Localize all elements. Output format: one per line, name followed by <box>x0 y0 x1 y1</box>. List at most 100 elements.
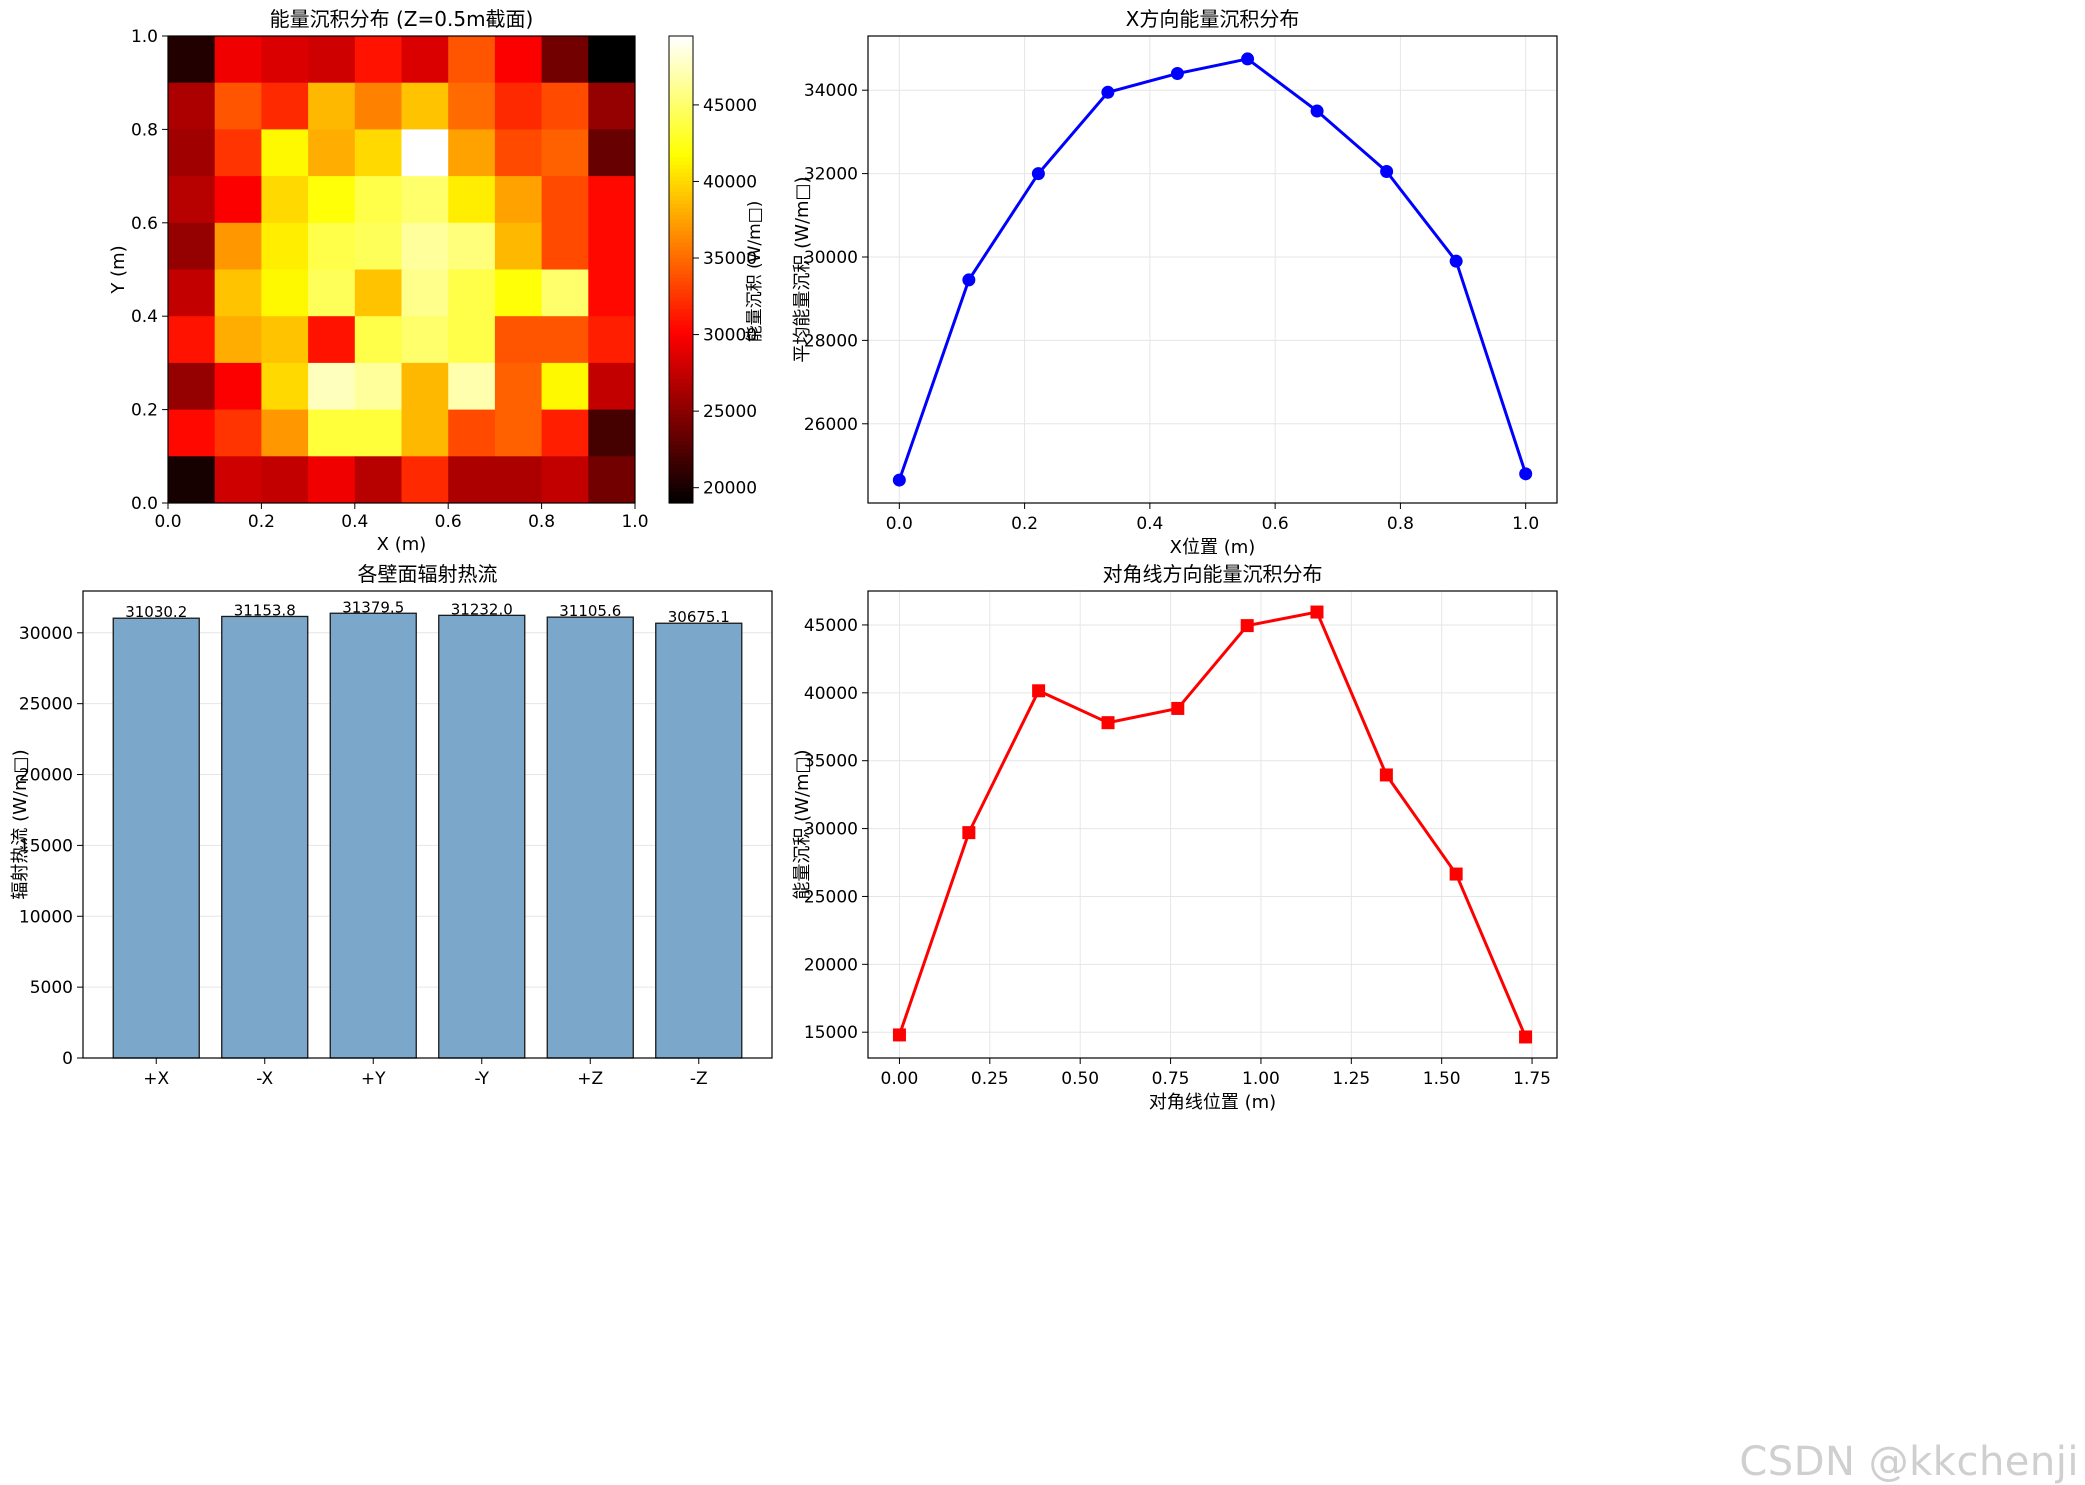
x-tick-label: +X <box>143 1069 169 1089</box>
colorbar-segment <box>669 121 693 127</box>
colorbar-segment <box>669 273 693 278</box>
heatmap-cell <box>261 456 309 504</box>
heatmap-cell <box>354 362 402 411</box>
x-tick-label: -Z <box>690 1069 708 1089</box>
x-tick-label: 1.75 <box>1513 1069 1551 1089</box>
colorbar-segment <box>669 230 693 236</box>
x-tick-label: 1.25 <box>1332 1069 1370 1089</box>
plot-frame <box>867 35 1558 504</box>
colorbar-segment <box>669 335 693 341</box>
heatmap-cell <box>448 362 496 411</box>
colorbar-segment <box>669 405 693 411</box>
colorbar-segment <box>669 102 693 107</box>
bar <box>221 615 309 1059</box>
colorbar-segment <box>669 78 693 84</box>
colorbar-segment <box>669 148 693 154</box>
data-point <box>1101 716 1115 730</box>
colorbar-segment <box>669 109 693 115</box>
colorbar-segment <box>669 71 693 76</box>
plot-frame <box>82 590 773 1059</box>
x-line-panel: 0.0 0.2 0.4 0.6 0.8 1.0 26000 28000 30000 32000 34… <box>792 7 1558 558</box>
x-axis-label: X位置 (m) <box>1170 537 1256 558</box>
colorbar-segment <box>669 176 693 181</box>
colorbar-segment <box>669 191 693 197</box>
y-tick-label: 0 <box>62 1049 73 1069</box>
colorbar-segment <box>669 351 693 356</box>
colorbar-segment <box>669 265 693 271</box>
heatmap-cell <box>261 316 309 364</box>
heatmap-cell <box>401 222 449 270</box>
colorbar-segment <box>669 59 693 64</box>
y-tick-label: 30000 <box>804 820 858 840</box>
data-point <box>1240 619 1254 633</box>
bar-value-label: 31105.6 <box>559 602 621 620</box>
heatmap-cell <box>261 222 309 270</box>
heatmap-cell <box>588 36 636 84</box>
heatmap-cell <box>168 82 216 130</box>
heatmap-cell <box>448 176 496 224</box>
heatmap-cell <box>494 36 543 84</box>
colorbar-segment <box>669 55 693 60</box>
heatmap-cell <box>494 176 543 224</box>
colorbar-segment <box>669 94 693 99</box>
heatmap-cell <box>494 222 543 270</box>
colorbar-tick-label: 35000 <box>703 249 757 269</box>
x-tick-label: 0.4 <box>341 512 368 532</box>
colorbar-segment <box>669 90 693 95</box>
colorbar-segment <box>669 374 693 380</box>
data-point <box>1449 867 1463 881</box>
data-point <box>1310 605 1324 619</box>
y-tick-label: 45000 <box>804 616 858 636</box>
heatmap-cell <box>214 269 262 317</box>
y-axis-label: 平均能量沉积 (W/m□) <box>792 176 813 362</box>
colorbar-segment <box>669 36 693 41</box>
colorbar-segment <box>669 409 693 415</box>
colorbar-segment <box>669 390 693 395</box>
heatmap-cell <box>448 456 496 504</box>
data-point <box>1519 467 1533 481</box>
colorbar-segment <box>669 246 693 251</box>
x-tick-label: 0.8 <box>1387 514 1414 534</box>
bar-value-label: 31232.0 <box>451 600 513 618</box>
heatmap-cell <box>261 36 309 84</box>
y-tick-label: 0.0 <box>131 494 158 514</box>
heatmap-cell <box>354 409 402 457</box>
data-point <box>1170 67 1184 81</box>
colorbar-segment <box>669 413 693 418</box>
colorbar-segment <box>669 195 693 201</box>
x-tick-label: 0.25 <box>971 1069 1009 1089</box>
colorbar-segment <box>669 479 693 485</box>
colorbar-segment <box>669 164 693 169</box>
y-axis-label: 能量沉积 (W/m□) <box>792 749 813 899</box>
colorbar-segment <box>669 417 693 422</box>
colorbar-segment <box>669 141 693 146</box>
heatmap-cell <box>354 456 402 504</box>
heatmap-cell <box>588 222 636 270</box>
plot-frame <box>867 590 1558 1059</box>
bar <box>438 614 526 1059</box>
heatmap-cell <box>214 456 262 504</box>
heatmap-cell <box>168 176 216 224</box>
heatmap-cell <box>401 316 449 364</box>
bar-panel: 0 5000 10000 15000 20000 25000 30000 31030.2 +X 3… <box>10 562 773 1089</box>
colorbar-segment <box>669 277 693 282</box>
heatmap-cell <box>401 36 449 84</box>
colorbar-segment <box>669 495 693 500</box>
colorbar-segment <box>669 63 693 68</box>
colorbar-segment <box>669 440 693 446</box>
bar <box>112 617 200 1059</box>
heatmap-cell <box>168 269 216 317</box>
colorbar-segment <box>669 51 693 57</box>
heatmap-cell <box>588 456 636 504</box>
heatmap-cell <box>448 82 496 130</box>
colorbar-frame <box>668 35 694 504</box>
colorbar-segment <box>669 491 693 496</box>
heatmap-cell <box>588 82 636 130</box>
y-tick-label: 40000 <box>804 684 858 704</box>
y-tick-label: 26000 <box>804 415 858 435</box>
heatmap-cell <box>494 316 543 364</box>
bar <box>655 622 743 1059</box>
data-point <box>892 1028 906 1042</box>
heatmap-cell <box>494 269 543 317</box>
